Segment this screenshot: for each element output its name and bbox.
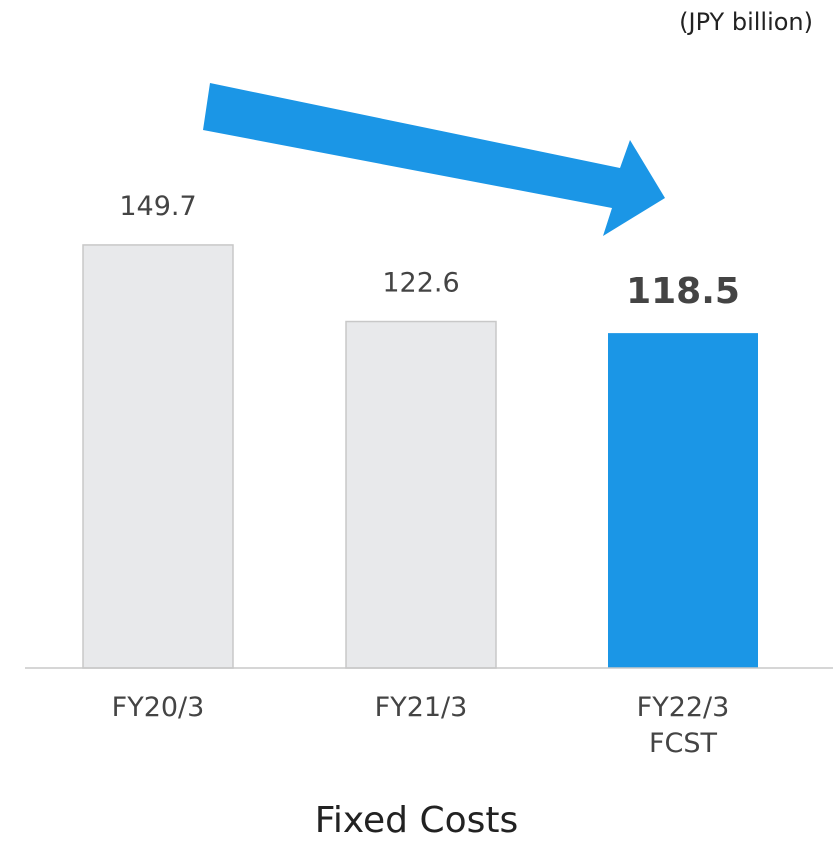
bar <box>82 244 234 669</box>
chart-title: Fixed Costs <box>314 800 519 841</box>
x-tick-label: FY20/3 <box>111 692 205 723</box>
bar <box>345 320 497 669</box>
trend-arrow <box>203 83 665 236</box>
bar <box>608 333 758 668</box>
unit-label: (JPY billion) <box>679 8 813 36</box>
value-label: 122.6 <box>382 268 459 299</box>
x-tick-label: FY21/3 <box>374 692 468 723</box>
value-label: 149.7 <box>119 191 196 222</box>
x-tick-label: FY22/3 FCST <box>636 692 730 759</box>
value-label: 118.5 <box>626 271 740 312</box>
